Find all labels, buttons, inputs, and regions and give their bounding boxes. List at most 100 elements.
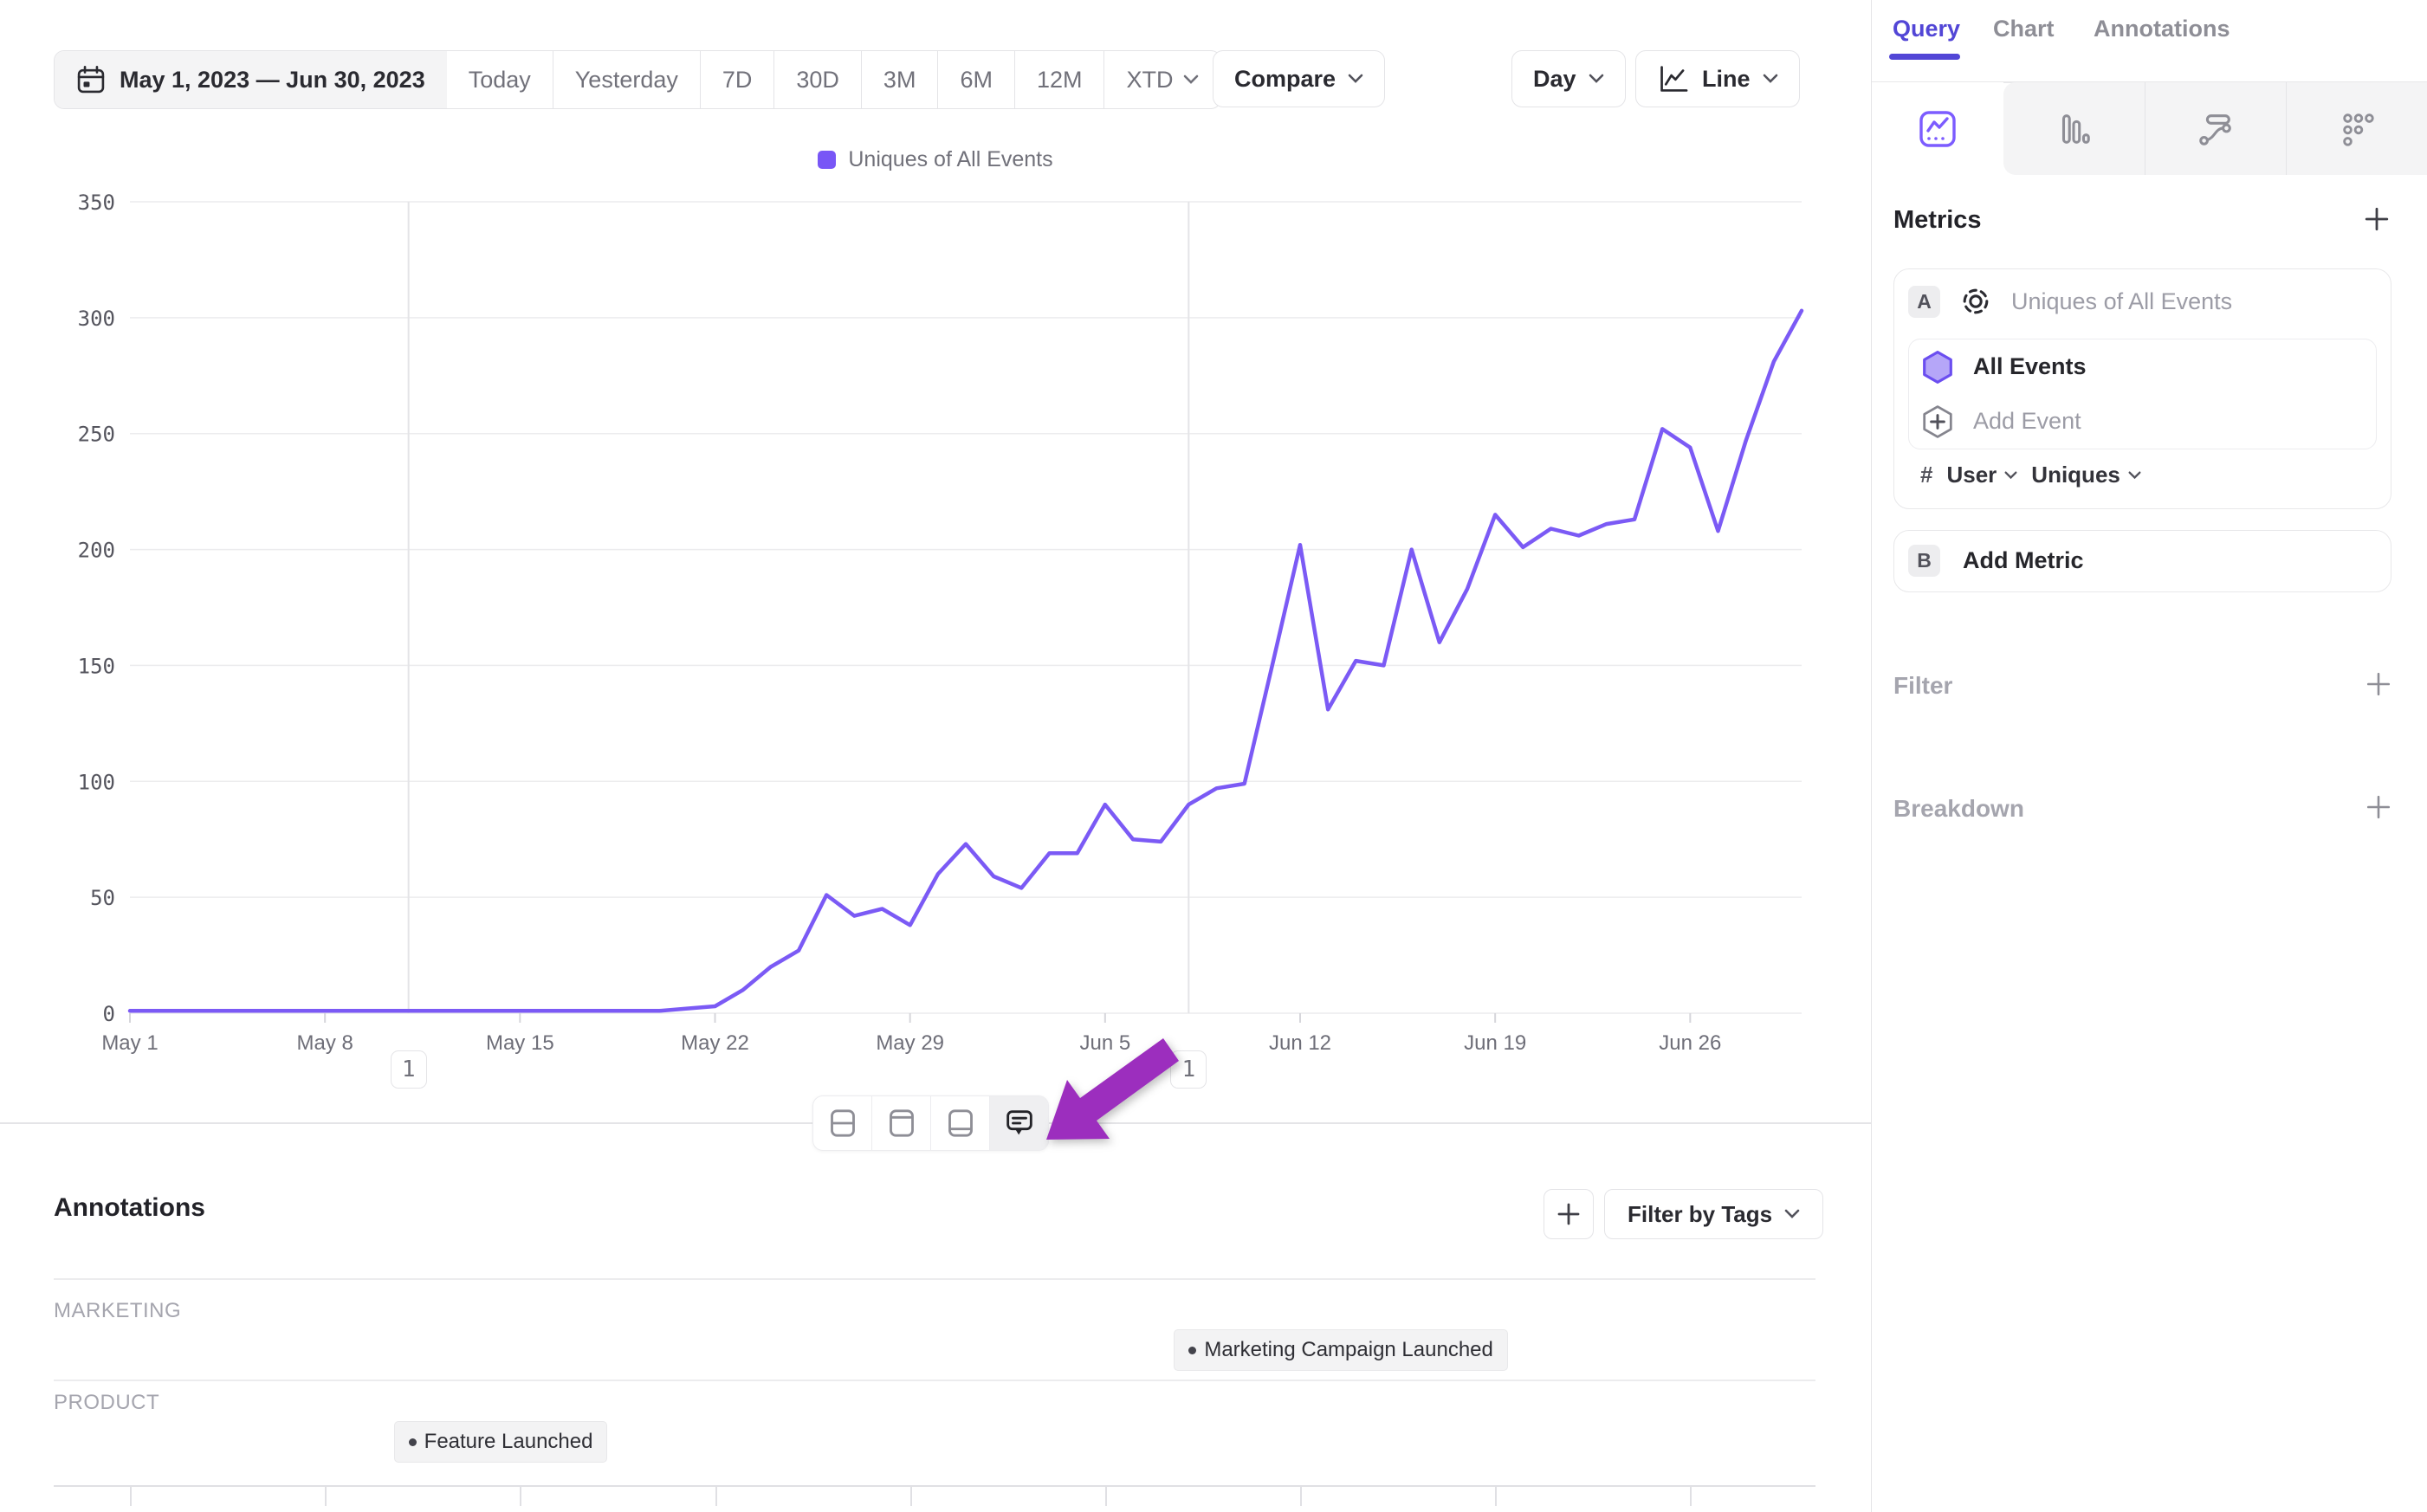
add-event-button[interactable]: Add Event: [1909, 394, 2376, 449]
annotation-chip-label: Feature Launched: [424, 1430, 593, 1453]
compare-button[interactable]: Compare: [1213, 50, 1386, 107]
y-axis-label-200: 200: [78, 539, 115, 563]
add-metric-label: Add Metric: [1963, 547, 2084, 573]
layout-panel-top-icon: [889, 1109, 914, 1137]
plus-icon: [1557, 1203, 1580, 1225]
event-name: All Events: [1973, 353, 2087, 379]
chevron-down-icon: [2004, 471, 2017, 479]
legend-swatch-icon: [818, 151, 837, 169]
y-axis-label-100: 100: [78, 770, 115, 794]
filter-label: Filter: [1893, 672, 1953, 699]
x-axis-label-May 22: May 22: [681, 1031, 749, 1055]
pointer-arrow-annotation: [1046, 1038, 1179, 1140]
active-tab-underline: [1889, 54, 1960, 60]
layout-panel-bottom-icon: [948, 1109, 973, 1137]
plus-icon: [2365, 207, 2389, 231]
annotation-group-label-product: PRODUCT: [54, 1391, 160, 1414]
add-event-label: Add Event: [1973, 408, 2081, 434]
chevron-down-icon: [1348, 74, 1363, 83]
retention-icon: [2342, 113, 2374, 146]
date-range-control: May 1, 2023 — Jun 30, 2023 Today Yesterda…: [54, 50, 1222, 109]
add-filter-button[interactable]: [2366, 671, 2391, 701]
metric-key-badge: A: [1908, 285, 1940, 318]
annotation-chip-label: Marketing Campaign Launched: [1204, 1338, 1493, 1361]
x-axis-label-Jun 5: Jun 5: [1079, 1031, 1130, 1055]
preset-3m[interactable]: 3M: [860, 51, 938, 108]
granularity-label: Day: [1533, 65, 1576, 92]
layout-panel-bottom-button[interactable]: [930, 1096, 989, 1150]
annotation-group-divider: [54, 1380, 1815, 1381]
calendar-icon: [77, 66, 105, 94]
toggle-annotations-button[interactable]: [989, 1096, 1048, 1150]
chevron-down-icon: [1763, 74, 1777, 83]
measure-entity-dropdown[interactable]: User: [1946, 462, 2017, 488]
measure-row: # User Uniques: [1920, 462, 2141, 488]
metrics-heading: Metrics: [1893, 206, 1982, 234]
chart-type-insights-tab[interactable]: [1872, 82, 2003, 175]
granularity-button[interactable]: Day: [1511, 50, 1626, 107]
ruler-tick: [1104, 1485, 1107, 1506]
add-metric-card[interactable]: B Add Metric: [1893, 530, 2391, 592]
tab-chart[interactable]: Chart: [1993, 16, 2055, 42]
comment-annotation-icon: [1006, 1110, 1032, 1135]
preset-6m[interactable]: 6M: [937, 51, 1014, 108]
tab-annotations[interactable]: Annotations: [2094, 16, 2230, 42]
preset-xtd[interactable]: XTD: [1103, 51, 1220, 108]
metric-name[interactable]: Uniques of All Events: [2011, 288, 2233, 314]
event-row-all-events[interactable]: All Events: [1909, 339, 2376, 394]
count-symbol: #: [1920, 462, 1933, 488]
y-axis-label-300: 300: [78, 307, 115, 331]
ruler-tick: [1495, 1485, 1498, 1506]
metric-settings-gear-icon[interactable]: [1959, 285, 1992, 318]
annotation-count-badge-1[interactable]: 1: [1170, 1050, 1207, 1089]
ruler-tick: [909, 1485, 912, 1506]
chart-type-retention-tab[interactable]: [2286, 82, 2427, 175]
flows-icon: [2199, 113, 2231, 145]
chart-type-bar-tab[interactable]: [2003, 82, 2145, 175]
chart-type-button[interactable]: Line: [1635, 50, 1800, 107]
chevron-down-icon: [1184, 74, 1199, 84]
preset-30d[interactable]: 30D: [773, 51, 861, 108]
x-axis-label-Jun 26: Jun 26: [1659, 1031, 1721, 1055]
annotations-header-divider: [54, 1278, 1815, 1280]
layout-split-horizontal-button[interactable]: [813, 1096, 871, 1150]
plus-icon: [2366, 795, 2391, 818]
x-axis-label-May 29: May 29: [876, 1031, 944, 1055]
layout-split-horizontal-icon: [830, 1109, 855, 1137]
bar-chart-icon: [2062, 113, 2091, 144]
metric-key-badge: B: [1908, 545, 1940, 577]
breakdown-label: Breakdown: [1893, 795, 2024, 822]
preset-today[interactable]: Today: [468, 66, 531, 93]
annotation-chip[interactable]: Marketing Campaign Launched: [1174, 1329, 1508, 1371]
chevron-down-icon: [2128, 471, 2141, 479]
filter-by-tags-button[interactable]: Filter by Tags: [1604, 1189, 1824, 1239]
measure-aggregation-label: Uniques: [2031, 462, 2120, 488]
annotation-dot-icon: [408, 1438, 417, 1446]
line-chart[interactable]: 0 50 100 150 200 250 300 350 May 1 May 8 May 15 May…: [0, 0, 1871, 1126]
preset-7d[interactable]: 7D: [699, 51, 774, 108]
tab-query[interactable]: Query: [1893, 16, 1961, 42]
date-range-button[interactable]: May 1, 2023 — Jun 30, 2023: [55, 51, 447, 108]
add-annotation-button[interactable]: [1544, 1189, 1594, 1239]
y-axis-label-350: 350: [78, 191, 115, 215]
query-sidebar: Query Chart Annotations: [1871, 0, 2427, 1512]
legend-label: Uniques of All Events: [848, 147, 1053, 171]
measure-aggregation-dropdown[interactable]: Uniques: [2031, 462, 2141, 488]
x-axis-label-Jun 19: Jun 19: [1464, 1031, 1526, 1055]
annotation-chip[interactable]: Feature Launched: [393, 1421, 608, 1463]
event-hexagon-icon: [1923, 350, 1952, 384]
chart-type-flows-tab[interactable]: [2144, 82, 2287, 175]
add-metric-plus-button[interactable]: [2364, 206, 2390, 236]
x-axis-label-May 1: May 1: [101, 1031, 158, 1055]
layout-panel-top-button[interactable]: [871, 1096, 930, 1150]
annotation-group-label-marketing: MARKETING: [54, 1299, 182, 1322]
preset-yesterday[interactable]: Yesterday: [552, 51, 700, 108]
event-list-card: All Events Add Event: [1908, 339, 2377, 449]
preset-12m[interactable]: 12M: [1013, 51, 1104, 108]
compare-label: Compare: [1234, 65, 1336, 92]
series-line-uniques-of-all-events[interactable]: [127, 308, 1804, 1013]
line-chart-icon: [1660, 66, 1688, 92]
annotation-count-badge-0[interactable]: 1: [390, 1050, 427, 1089]
add-breakdown-button[interactable]: [2366, 794, 2391, 824]
